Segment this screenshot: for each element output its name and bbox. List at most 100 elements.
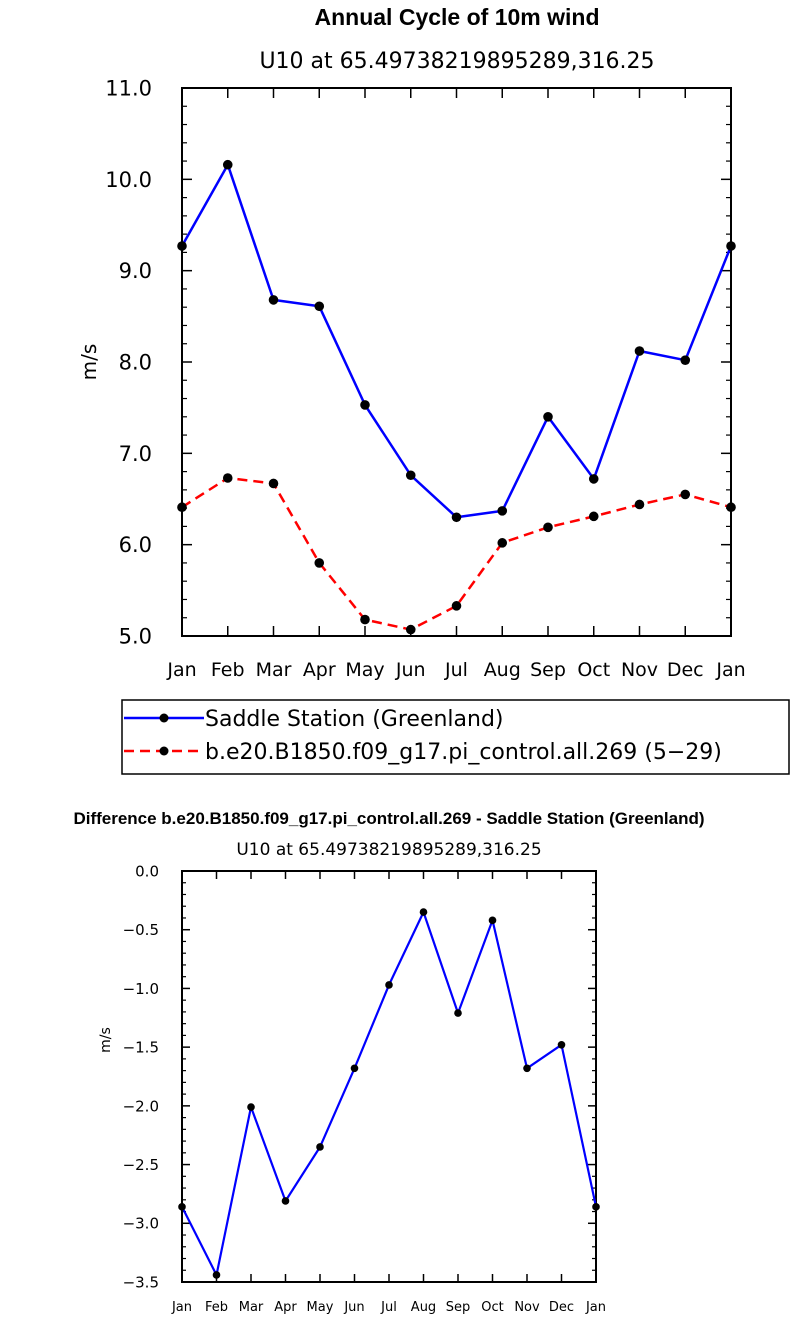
difference-y-tick-label: −2.5 <box>123 1156 159 1174</box>
legend-label-saddle-station: Saddle Station (Greenland) <box>205 707 504 732</box>
difference-x-tick-label: Jun <box>343 1300 364 1315</box>
main-plot-frame <box>181 87 732 637</box>
main-series-0-point <box>726 241 736 251</box>
difference-y-tick-label: −1.0 <box>123 980 159 998</box>
difference-x-tick-label: Sep <box>446 1300 471 1315</box>
main-series-1-point <box>451 601 462 611</box>
main-series-1-point <box>360 614 370 625</box>
main-y-tick-label: 9.0 <box>119 259 152 283</box>
difference-x-tick-label: Feb <box>205 1300 228 1315</box>
main-series-1-point <box>268 478 279 489</box>
main-x-tick-label: May <box>345 659 384 681</box>
difference-series-0-point <box>281 1197 290 1205</box>
y-axis-label: m/s <box>77 344 101 381</box>
difference-series-0-point <box>419 908 428 916</box>
main-series-0-point <box>222 159 233 170</box>
difference-y-tick-label: −1.5 <box>123 1039 159 1057</box>
main-series-0-point <box>268 295 279 305</box>
difference-x-tick-label: May <box>307 1300 334 1315</box>
main-x-tick-label: Mar <box>256 659 292 681</box>
main-series-1-point <box>497 538 508 548</box>
main-series-line-0 <box>180 163 733 519</box>
difference-plot-frame <box>181 870 597 1283</box>
difference-y-tick-label: −3.0 <box>123 1215 159 1233</box>
main-series-0-point <box>405 470 416 481</box>
difference-chart-subtitle: U10 at 65.49738219895289,316.25 <box>236 840 541 860</box>
difference-y-tick-label: −0.5 <box>123 921 159 939</box>
main-x-tick-label: Jun <box>395 659 426 681</box>
difference-x-tick-label: Mar <box>239 1300 264 1315</box>
difference-series-0-point <box>178 1203 186 1211</box>
main-series-0-point <box>543 412 553 422</box>
difference-x-tick-label: Aug <box>411 1300 436 1315</box>
legend-marker-model <box>159 746 169 756</box>
main-x-tick-label: Aug <box>484 659 521 681</box>
legend: Saddle Station (Greenland) b.e20.B1850.f… <box>121 699 790 775</box>
main-y-tick-label: 10.0 <box>105 168 152 192</box>
difference-y-tick-label: −2.0 <box>123 1097 159 1115</box>
difference-y-tick-label: −3.5 <box>123 1273 159 1291</box>
difference-series-0-point <box>385 981 393 989</box>
main-series-0-point <box>314 301 325 312</box>
main-series-0-point <box>177 241 187 251</box>
main-plot: 5.0 6.0 7.0 8.0 9.0 10.0 11.0 Jan Feb Mar Apr May Ju… <box>105 77 745 681</box>
main-series-0-point <box>497 506 508 516</box>
chart-title: Annual Cycle of 10m wind <box>315 4 600 30</box>
difference-series-0-point <box>523 1064 531 1073</box>
main-series-1-point <box>405 624 416 635</box>
main-series-0-point <box>634 346 645 356</box>
main-x-tick-label: Dec <box>667 659 704 681</box>
legend-label-model: b.e20.B1850.f09_g17.pi_control.all.269 (… <box>205 740 722 765</box>
difference-plot: −3.5 −3.0 −2.5 −2.0 −1.5 −1.0 −0.5 0.0 Jan Feb Mar… <box>123 862 606 1315</box>
difference-series-0-point <box>316 1143 324 1151</box>
main-series-1-point <box>314 558 325 568</box>
difference-series-0-point <box>350 1064 359 1073</box>
main-y-tick-label: 5.0 <box>119 625 152 649</box>
difference-series-0-point <box>247 1103 255 1111</box>
main-series-0-point <box>451 512 462 523</box>
main-x-tick-label: Oct <box>577 659 610 681</box>
chart-subtitle: U10 at 65.49738219895289,316.25 <box>259 49 654 74</box>
main-x-tick-label: Nov <box>621 659 658 681</box>
main-series-1-point <box>177 502 187 513</box>
main-x-tick-label: Jan <box>166 659 196 681</box>
main-series-1-point <box>634 499 645 510</box>
difference-series-line-0 <box>181 910 598 1277</box>
main-x-tick-label: Sep <box>530 659 566 681</box>
difference-x-tick-label: Nov <box>514 1300 540 1315</box>
difference-y-axis-label: m/s <box>98 1027 114 1053</box>
main-x-tick-label: Jan <box>715 659 745 681</box>
main-y-tick-label: 6.0 <box>119 533 152 557</box>
difference-y-tick-label: 0.0 <box>135 862 159 880</box>
main-series-0-point <box>588 474 599 484</box>
chart-marks: 5.0 6.0 7.0 8.0 9.0 10.0 11.0 Jan Feb Mar Apr May Ju… <box>105 77 745 1315</box>
main-series-0-point <box>680 355 691 365</box>
difference-x-tick-label: Jan <box>585 1300 606 1315</box>
main-series-1-point <box>588 511 599 522</box>
legend-marker-saddle-station <box>159 713 169 723</box>
difference-x-tick-label: Oct <box>481 1300 503 1315</box>
legend-box <box>121 699 790 775</box>
main-series-1-point <box>222 473 233 483</box>
difference-series-0-point <box>557 1040 566 1049</box>
difference-x-tick-label: Jul <box>380 1300 397 1315</box>
difference-x-tick-label: Dec <box>549 1300 574 1315</box>
difference-series-0-point <box>488 916 497 925</box>
difference-chart-title: Difference b.e20.B1850.f09_g17.pi_contro… <box>73 809 704 828</box>
main-series-0-point <box>360 400 370 410</box>
main-series-1-point <box>543 522 553 533</box>
main-y-tick-label: 8.0 <box>119 351 152 375</box>
difference-series-0-point <box>454 1009 462 1017</box>
main-series-1-point <box>726 502 736 513</box>
main-x-tick-label: Apr <box>303 659 336 681</box>
main-y-tick-label: 7.0 <box>119 442 152 466</box>
difference-series-0-point <box>592 1203 600 1211</box>
difference-x-tick-label: Jan <box>171 1300 192 1315</box>
difference-series-0-point <box>212 1271 221 1279</box>
main-series-1-point <box>680 489 691 500</box>
main-y-tick-label: 11.0 <box>105 77 152 101</box>
main-x-tick-label: Jul <box>444 659 468 681</box>
main-x-tick-label: Feb <box>211 659 245 681</box>
